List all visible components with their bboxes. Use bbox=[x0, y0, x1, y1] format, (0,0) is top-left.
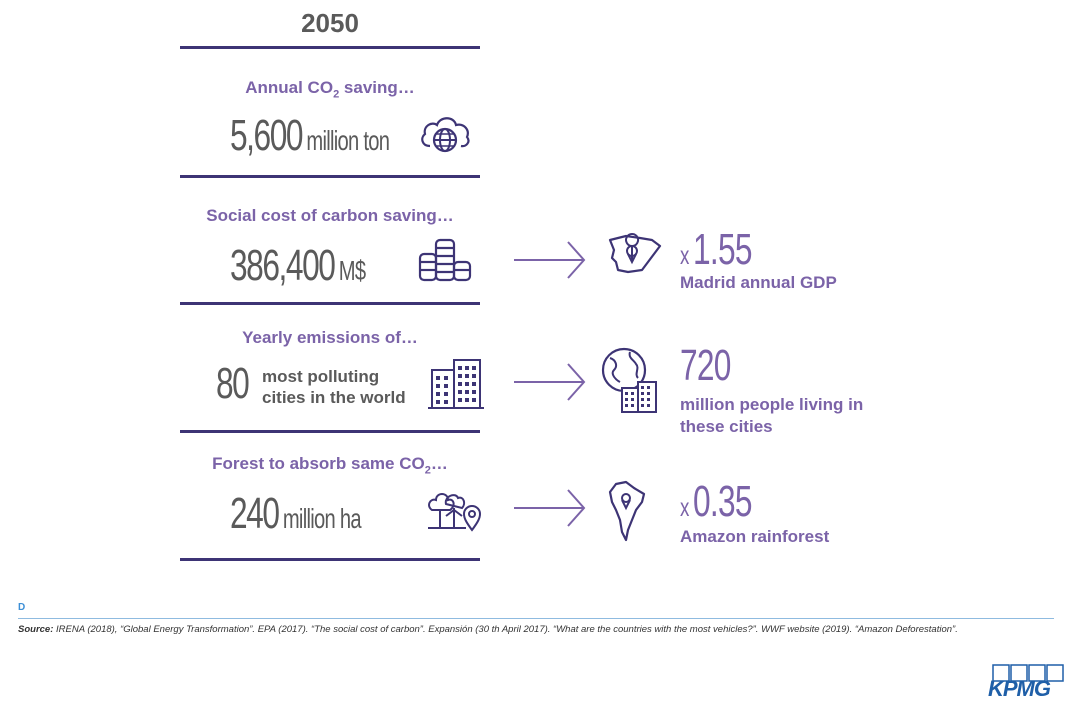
arrow-right-icon bbox=[514, 489, 586, 527]
coin-stack-icon bbox=[418, 238, 472, 282]
divider bbox=[180, 46, 480, 49]
people-count: 720 bbox=[680, 341, 731, 390]
spain-map-icon bbox=[608, 233, 662, 274]
kpmg-logo: KPMG bbox=[988, 676, 1051, 701]
year-heading: 2050 bbox=[301, 8, 359, 38]
section-letter: D bbox=[18, 602, 26, 613]
arrow-right-icon bbox=[514, 363, 586, 401]
people-label: million people living in these cities bbox=[680, 395, 864, 436]
polluting-cities-desc: most polluting cities in the world bbox=[262, 367, 406, 407]
footer-divider bbox=[18, 618, 1054, 619]
forest-pin-icon bbox=[428, 493, 482, 532]
divider bbox=[180, 302, 480, 305]
madrid-multiplier: x1.55 bbox=[680, 225, 752, 274]
social-cost-label: Social cost of carbon saving… bbox=[206, 206, 454, 225]
forest-label: Forest to absorb same CO2… bbox=[212, 454, 448, 477]
madrid-label: Madrid annual GDP bbox=[680, 273, 837, 292]
buildings-icon bbox=[428, 359, 484, 409]
south-america-map-icon bbox=[608, 480, 646, 542]
cloud-globe-icon bbox=[421, 117, 470, 153]
kpmg-logo-boxes bbox=[992, 664, 1064, 682]
divider bbox=[180, 175, 480, 178]
amazon-label: Amazon rainforest bbox=[680, 527, 830, 546]
co2-saving-value: 5,600 million ton bbox=[230, 111, 390, 160]
amazon-multiplier: x0.35 bbox=[680, 477, 752, 526]
social-cost-value: 386,400 M$ bbox=[230, 241, 366, 290]
co2-saving-label: Annual CO2 saving… bbox=[245, 78, 415, 101]
divider bbox=[180, 558, 480, 561]
polluting-cities-value: 80 bbox=[216, 359, 250, 408]
globe-city-icon bbox=[601, 347, 657, 413]
yearly-emissions-label: Yearly emissions of… bbox=[242, 328, 418, 347]
arrow-right-icon bbox=[514, 241, 586, 279]
divider bbox=[180, 430, 480, 433]
forest-value: 240 million ha bbox=[230, 489, 362, 538]
source-note: Source: IRENA (2018), “Global Energy Tra… bbox=[18, 624, 958, 635]
